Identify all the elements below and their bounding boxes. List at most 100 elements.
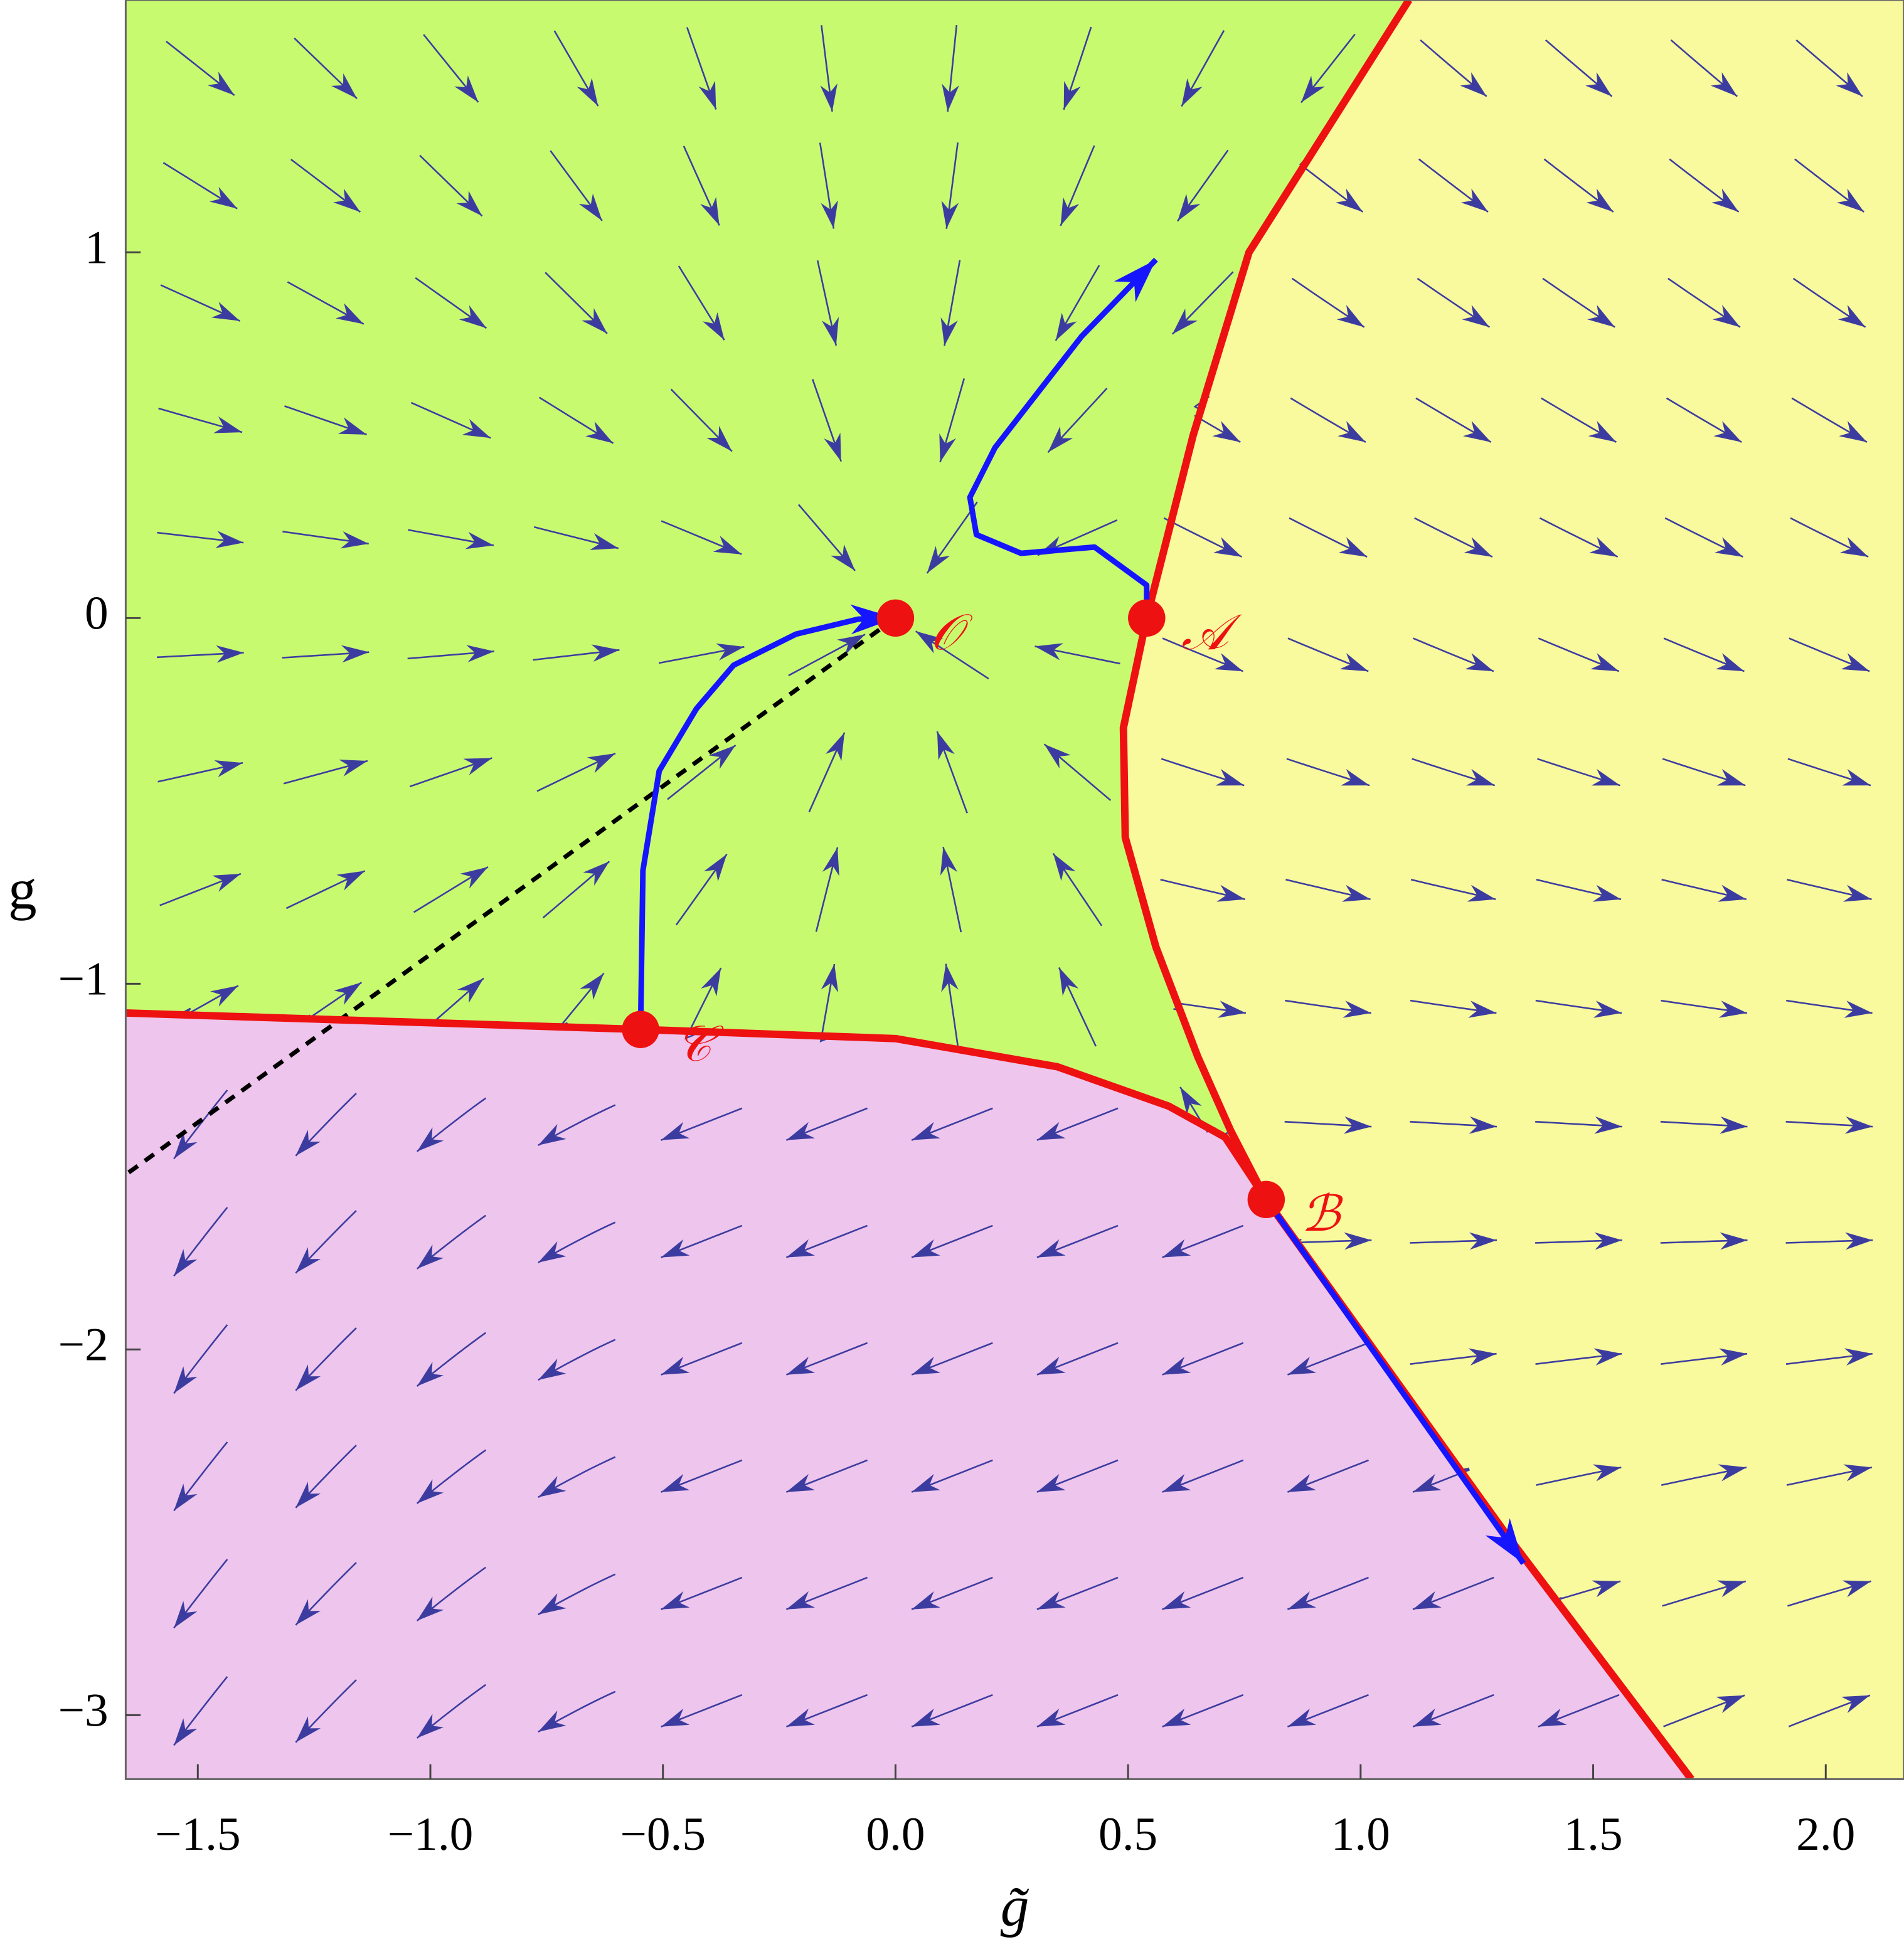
trajectory-arrowhead [1485, 1518, 1524, 1564]
stream-arrowhead [459, 305, 487, 329]
fixed-point [876, 599, 915, 637]
stream-arrowhead [1718, 1464, 1747, 1482]
stream-arrowhead [1162, 1356, 1191, 1375]
stream-arrowhead [940, 847, 958, 876]
stream-arrowhead [820, 83, 838, 112]
trajectory [1263, 1197, 1526, 1566]
stream-arrowhead [1216, 884, 1245, 902]
trajectory-arrowhead [850, 604, 896, 635]
stream-arrowhead [1162, 1473, 1191, 1492]
stream-arrowhead [1181, 78, 1203, 107]
stream-arrowhead [831, 544, 856, 571]
stream-arrowhead [538, 1241, 566, 1263]
stream-arrowhead [456, 191, 482, 216]
stream-arrowhead [1344, 1232, 1372, 1250]
stream-arrowhead [587, 753, 615, 773]
y-tick-label: 0 [85, 588, 109, 640]
stream-arrowhead [1844, 1000, 1873, 1018]
stream-arrowhead [1586, 188, 1614, 212]
stream-arrowhead [174, 1249, 198, 1276]
stream-arrowhead [174, 1483, 198, 1511]
stream-arrowhead [1842, 768, 1871, 786]
stream-arrowhead [207, 72, 235, 96]
stream-arrowhead [1178, 194, 1201, 221]
stream-arrowhead [937, 731, 955, 760]
stream-arrowhead [585, 421, 614, 443]
stream-arrowhead [661, 1591, 690, 1610]
stream-arrowhead [1468, 1348, 1497, 1366]
stream-arrowhead [1036, 1708, 1066, 1727]
stream-arrowhead [331, 73, 357, 99]
stream-arrowhead [1213, 537, 1242, 557]
trajectory-arrowhead [1114, 259, 1156, 302]
stream-arrowhead [538, 1475, 566, 1497]
stream-arrowhead [703, 854, 727, 882]
stream-arrowhead [1053, 853, 1076, 881]
stream-arrowhead [1716, 1695, 1745, 1714]
stream-arrowhead [1036, 1122, 1066, 1140]
stream-arrowhead [1839, 421, 1867, 442]
stream-arrowhead [1594, 1232, 1622, 1250]
stream-arrowhead [1034, 643, 1063, 660]
stream-arrowhead [210, 985, 238, 1007]
stream-arrowhead [942, 83, 959, 112]
stream-arrowhead [1843, 1464, 1872, 1482]
stream-arrowhead [701, 968, 721, 997]
stream-arrowhead [1837, 188, 1864, 212]
stream-arrowhead [538, 1123, 566, 1145]
stream-arrowhead [463, 758, 492, 775]
stream-arrowhead [821, 200, 838, 229]
stream-arrowhead [1715, 653, 1745, 672]
trajectory [637, 615, 896, 1030]
stream-arrowhead [1413, 1708, 1442, 1727]
stream-arrowhead [1715, 537, 1743, 557]
stream-arrowhead [1162, 1239, 1191, 1258]
y-tick-label: 1 [85, 222, 109, 274]
stream-arrowhead [940, 317, 958, 346]
stream-arrowhead [1060, 197, 1080, 226]
stream-arrowhead [1591, 768, 1620, 786]
stream-arrowhead [335, 303, 364, 324]
x-tick-label: 2.0 [1796, 1808, 1855, 1860]
stream-arrowhead [334, 982, 362, 1005]
stream-arrowhead [216, 645, 244, 663]
stream-arrowhead [786, 1356, 816, 1375]
stream-arrowhead [578, 193, 602, 221]
stream-arrowhead [825, 732, 845, 761]
stream-arrowhead [1162, 1708, 1191, 1727]
stream-arrowhead [702, 312, 725, 341]
stream-arrowhead [700, 196, 720, 226]
stream-arrowhead [1172, 308, 1198, 334]
stream-arrowhead [1593, 1348, 1622, 1366]
region-fill [125, 1012, 1691, 1780]
stream-arrowhead [706, 425, 732, 452]
x-tick-label: 1.5 [1563, 1808, 1622, 1860]
stream-arrowhead [417, 1362, 444, 1386]
stream-arrowhead [715, 643, 745, 660]
stream-arrowhead [417, 1714, 444, 1738]
stream-arrowhead [837, 634, 866, 655]
stream-arrowhead [1462, 304, 1490, 327]
stream-arrowhead [174, 1601, 198, 1628]
stream-arrowhead [1465, 653, 1494, 672]
stream-arrowhead [1413, 1591, 1442, 1610]
stream-arrowhead [1044, 744, 1071, 769]
fixed-point [1128, 599, 1166, 637]
stream-arrowhead [912, 1356, 940, 1375]
stream-arrowhead [1841, 1695, 1870, 1714]
stream-arrowhead [1460, 72, 1487, 97]
stream-arrowhead [1844, 1116, 1873, 1134]
stream-arrowhead [174, 1366, 198, 1394]
stream-arrowhead [212, 873, 241, 892]
stream-arrowhead [1716, 768, 1746, 786]
stream-arrowhead [1593, 1000, 1622, 1018]
stream-arrowhead [457, 978, 484, 1003]
stream-arrowhead [417, 1244, 444, 1269]
stream-arrowhead [1462, 421, 1491, 442]
stream-arrowhead [174, 1718, 198, 1746]
x-tick-label: −1.5 [155, 1808, 241, 1860]
stream-arrowhead [1711, 188, 1739, 212]
stream-arrowhead [1585, 72, 1612, 97]
stream-arrowhead [295, 1482, 321, 1508]
stream-arrowhead [1287, 1708, 1317, 1727]
